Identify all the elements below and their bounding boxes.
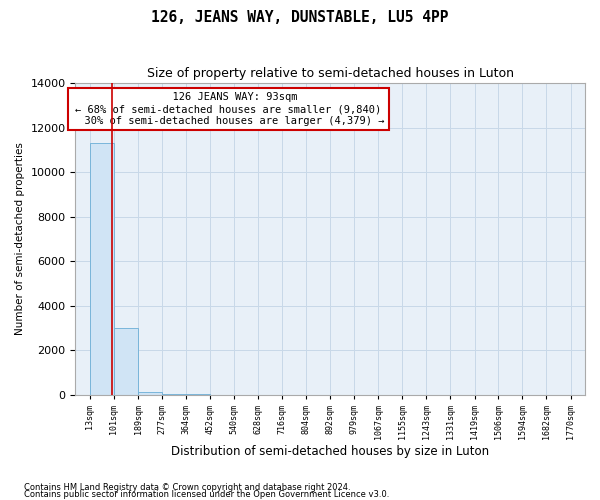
Bar (163, 394, 186, 395)
Bar (186, 394, 210, 395)
Title: Size of property relative to semi-detached houses in Luton: Size of property relative to semi-detach… (147, 68, 514, 80)
Text: 126 JEANS WAY: 93sqm
← 68% of semi-detached houses are smaller (9,840)
  30% of : 126 JEANS WAY: 93sqm ← 68% of semi-detac… (72, 92, 385, 126)
X-axis label: Distribution of semi-detached houses by size in Luton: Distribution of semi-detached houses by … (171, 444, 489, 458)
Text: 126, JEANS WAY, DUNSTABLE, LU5 4PP: 126, JEANS WAY, DUNSTABLE, LU5 4PP (151, 10, 449, 25)
Text: Contains HM Land Registry data © Crown copyright and database right 2024.: Contains HM Land Registry data © Crown c… (24, 484, 350, 492)
Bar (138, 392, 162, 395)
Y-axis label: Number of semi-detached properties: Number of semi-detached properties (15, 142, 25, 336)
Text: Contains public sector information licensed under the Open Government Licence v3: Contains public sector information licen… (24, 490, 389, 499)
Bar (90, 143, 113, 395)
Bar (114, 328, 138, 395)
